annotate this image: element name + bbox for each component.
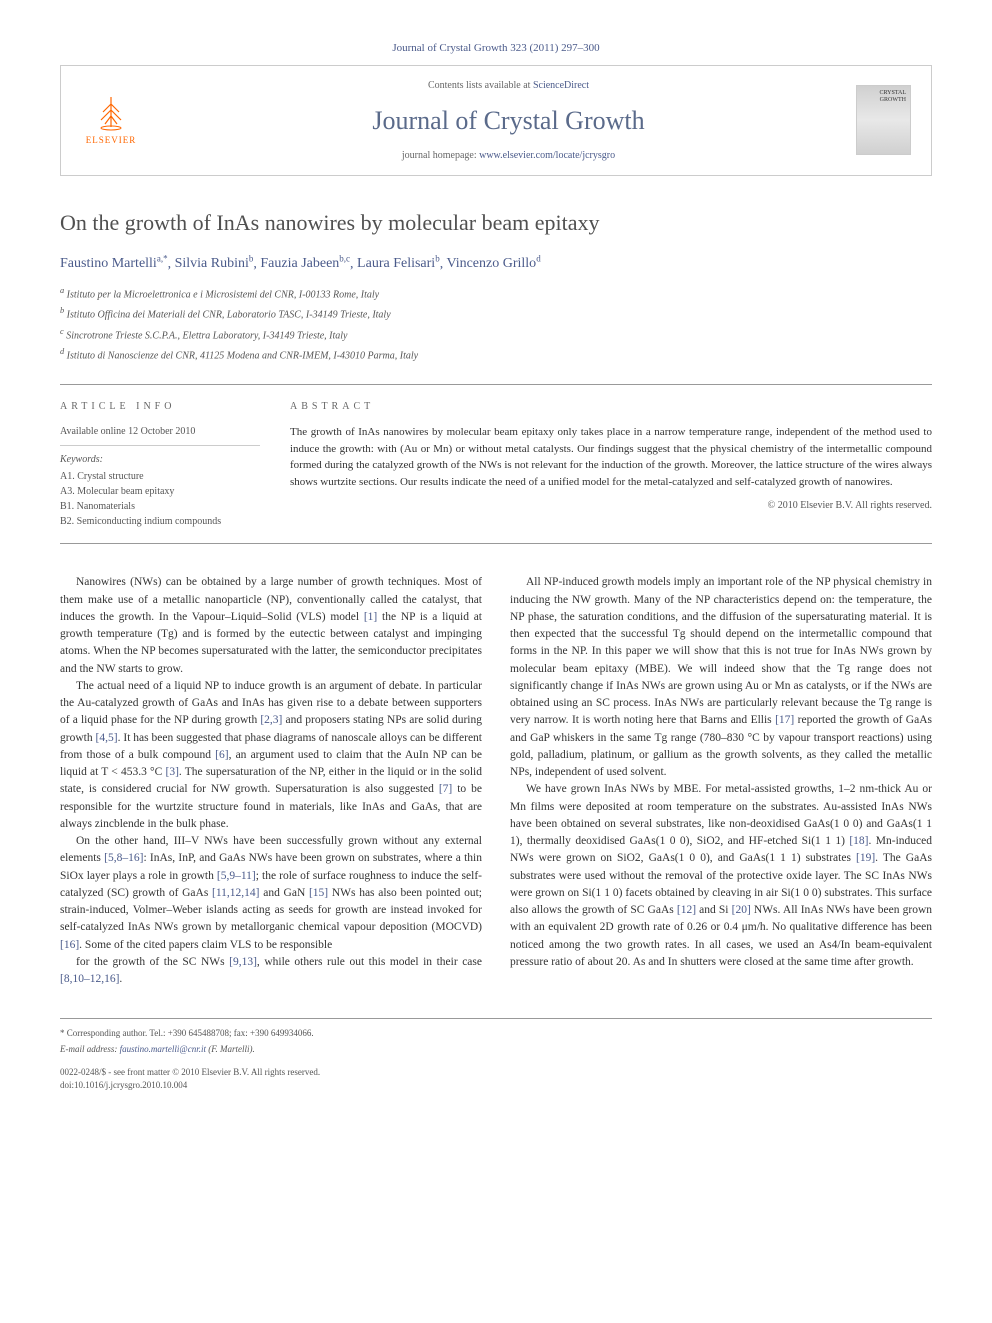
ref-link[interactable]: [19] [856, 852, 875, 864]
ref-link[interactable]: [6] [215, 749, 228, 761]
elsevier-label: ELSEVIER [86, 134, 137, 148]
body-text: Nanowires (NWs) can be obtained by a lar… [60, 574, 932, 988]
affiliations: a Istituto per la Microelettronica e i M… [60, 284, 932, 364]
abstract-text: The growth of InAs nanowires by molecula… [290, 424, 932, 490]
ref-link[interactable]: [7] [439, 783, 452, 795]
authors-list: Faustino Martellia,*, Silvia Rubinib, Fa… [60, 253, 932, 275]
ref-link[interactable]: [5,8–16] [104, 852, 143, 864]
ref-link[interactable]: [8,10–12,16] [60, 973, 119, 985]
journal-cover-thumbnail: CRYSTAL GROWTH [856, 85, 911, 155]
ref-link[interactable]: [4,5] [96, 732, 118, 744]
keyword: A3. Molecular beam epitaxy [60, 484, 260, 499]
ref-link[interactable]: [17] [775, 714, 794, 726]
issn-line: 0022-0248/$ - see front matter © 2010 El… [60, 1066, 932, 1079]
available-online: Available online 12 October 2010 [60, 424, 260, 446]
ref-link[interactable]: [15] [309, 887, 328, 899]
doi-line: doi:10.1016/j.jcrysgro.2010.10.004 [60, 1079, 932, 1092]
body-p2: The actual need of a liquid NP to induce… [60, 678, 482, 833]
article-title: On the growth of InAs nanowires by molec… [60, 206, 932, 239]
keyword: B2. Semiconducting indium compounds [60, 514, 260, 529]
ref-link[interactable]: [2,3] [260, 714, 282, 726]
email-link[interactable]: faustino.martelli@cnr.it [120, 1044, 206, 1054]
author: Faustino Martellia,* [60, 256, 168, 271]
ref-link[interactable]: [16] [60, 939, 79, 951]
publication-info: 0022-0248/$ - see front matter © 2010 El… [60, 1066, 932, 1091]
affiliation: a Istituto per la Microelettronica e i M… [60, 284, 932, 303]
author: Vincenzo Grillod [446, 256, 540, 271]
email-suffix: (F. Martelli). [206, 1044, 255, 1054]
cover-text: CRYSTAL GROWTH [857, 90, 906, 103]
abstract-copyright: © 2010 Elsevier B.V. All rights reserved… [290, 498, 932, 513]
journal-banner: ELSEVIER Contents lists available at Sci… [60, 65, 932, 176]
ref-link[interactable]: [9,13] [229, 956, 257, 968]
body-p6: We have grown InAs NWs by MBE. For metal… [510, 781, 932, 971]
contents-prefix: Contents lists available at [428, 80, 533, 91]
elsevier-tree-icon [91, 92, 131, 132]
info-abstract-row: ARTICLE INFO Available online 12 October… [60, 384, 932, 544]
keywords-list: A1. Crystal structureA3. Molecular beam … [60, 469, 260, 529]
author: Fauzia Jabeenb,c [260, 256, 350, 271]
affiliation: b Istituto Officina dei Materiali del CN… [60, 304, 932, 323]
author: Laura Felisarib [357, 256, 440, 271]
article-info-column: ARTICLE INFO Available online 12 October… [60, 399, 260, 529]
abstract-column: ABSTRACT The growth of InAs nanowires by… [290, 399, 932, 529]
homepage-prefix: journal homepage: [402, 150, 479, 161]
homepage-link[interactable]: www.elsevier.com/locate/jcrysgro [479, 150, 615, 161]
body-p5: All NP-induced growth models imply an im… [510, 574, 932, 781]
ref-link[interactable]: [12] [677, 904, 696, 916]
journal-name: Journal of Crystal Growth [161, 101, 856, 140]
abstract-label: ABSTRACT [290, 399, 932, 414]
ref-link[interactable]: [11,12,14] [212, 887, 259, 899]
corresponding-author: * Corresponding author. Tel.: +390 64548… [60, 1027, 932, 1041]
email-line: E-mail address: faustino.martelli@cnr.it… [60, 1043, 932, 1057]
banner-center: Contents lists available at ScienceDirec… [161, 78, 856, 163]
keyword: B1. Nanomaterials [60, 499, 260, 514]
journal-citation: Journal of Crystal Growth 323 (2011) 297… [60, 40, 932, 57]
ref-link[interactable]: [1] [364, 611, 377, 623]
sciencedirect-link[interactable]: ScienceDirect [533, 80, 589, 91]
affiliation: c Sincrotrone Trieste S.C.P.A., Elettra … [60, 325, 932, 344]
body-p1: Nanowires (NWs) can be obtained by a lar… [60, 574, 482, 678]
keyword: A1. Crystal structure [60, 469, 260, 484]
ref-link[interactable]: [18] [849, 835, 868, 847]
contents-line: Contents lists available at ScienceDirec… [161, 78, 856, 93]
article-info-label: ARTICLE INFO [60, 399, 260, 414]
ref-link[interactable]: [3] [165, 766, 178, 778]
homepage-line: journal homepage: www.elsevier.com/locat… [161, 148, 856, 163]
keywords-label: Keywords: [60, 452, 260, 467]
author: Silvia Rubinib [175, 256, 254, 271]
elsevier-logo: ELSEVIER [81, 90, 141, 150]
ref-link[interactable]: [5,9–11] [217, 870, 256, 882]
email-label: E-mail address: [60, 1044, 120, 1054]
body-p3: On the other hand, III–V NWs have been s… [60, 833, 482, 954]
footer: * Corresponding author. Tel.: +390 64548… [60, 1018, 932, 1091]
ref-link[interactable]: [20] [732, 904, 751, 916]
affiliation: d Istituto di Nanoscienze del CNR, 41125… [60, 345, 932, 364]
body-p4: for the growth of the SC NWs [9,13], whi… [60, 954, 482, 989]
